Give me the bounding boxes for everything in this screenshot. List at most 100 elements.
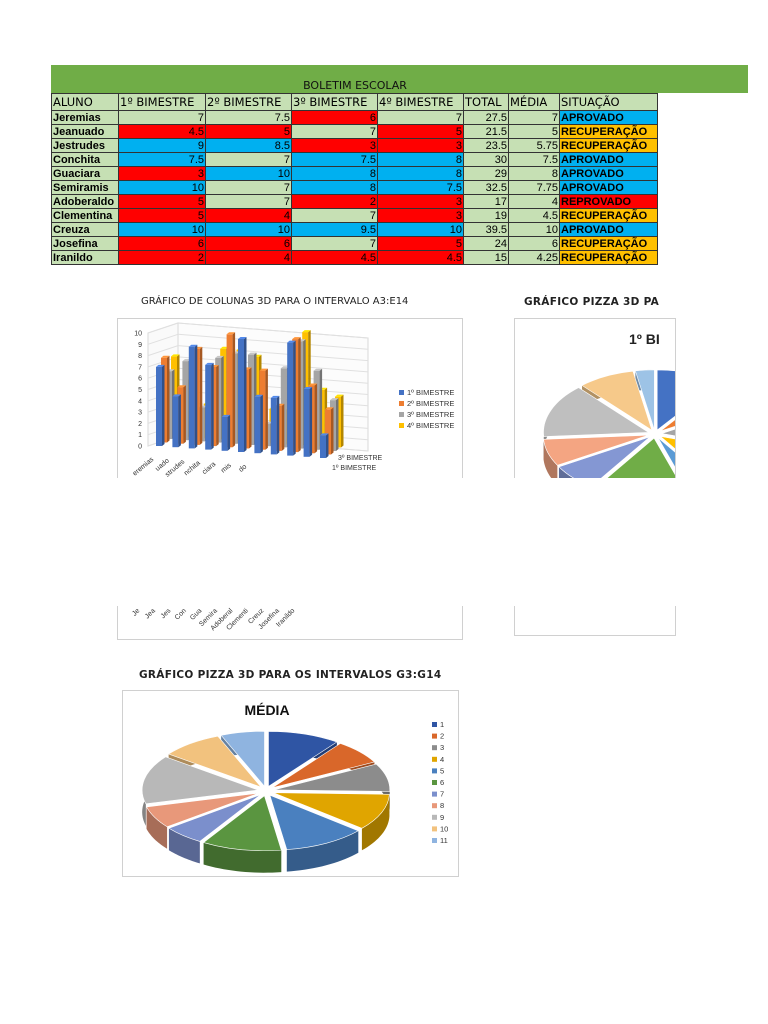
column-header[interactable]: TOTAL	[463, 93, 509, 111]
student-name-cell[interactable]: Clementina	[51, 208, 119, 223]
situacao-cell[interactable]: RECUPERAÇÃO	[559, 138, 658, 153]
student-name-cell[interactable]: Josefina	[51, 236, 119, 251]
situacao-cell[interactable]: APROVADO	[559, 166, 658, 181]
student-name-cell[interactable]: Jeanuado	[51, 124, 119, 139]
grade-cell[interactable]: 7	[377, 110, 464, 125]
grade-cell[interactable]: 10	[118, 180, 206, 195]
media-cell[interactable]: 10	[508, 222, 560, 237]
grade-cell[interactable]: 10	[205, 166, 292, 181]
total-cell[interactable]: 27.5	[463, 110, 509, 125]
grade-cell[interactable]: 8.5	[205, 138, 292, 153]
grade-cell[interactable]: 9	[118, 138, 206, 153]
column-header[interactable]: MÉDIA	[508, 93, 560, 111]
student-name-cell[interactable]: Guaciara	[51, 166, 119, 181]
student-name-cell[interactable]: Creuza	[51, 222, 119, 237]
column-header[interactable]: ALUNO	[51, 93, 119, 111]
total-cell[interactable]: 15	[463, 250, 509, 265]
grade-cell[interactable]: 3	[118, 166, 206, 181]
grade-cell[interactable]: 6	[205, 236, 292, 251]
media-cell[interactable]: 7.5	[508, 152, 560, 167]
situacao-cell[interactable]: APROVADO	[559, 152, 658, 167]
column-header[interactable]: 3º BIMESTRE	[291, 93, 378, 111]
grade-cell[interactable]: 3	[377, 138, 464, 153]
grade-cell[interactable]: 5	[118, 194, 206, 209]
column-header[interactable]: 2º BIMESTRE	[205, 93, 292, 111]
grade-cell[interactable]: 6	[118, 236, 206, 251]
grade-cell[interactable]: 4.5	[291, 250, 378, 265]
situacao-cell[interactable]: REPROVADO	[559, 194, 658, 209]
grade-cell[interactable]: 6	[291, 110, 378, 125]
total-cell[interactable]: 17	[463, 194, 509, 209]
total-cell[interactable]: 23.5	[463, 138, 509, 153]
situacao-cell[interactable]: RECUPERAÇÃO	[559, 124, 658, 139]
grade-cell[interactable]: 10	[205, 222, 292, 237]
grade-cell[interactable]: 2	[118, 250, 206, 265]
total-cell[interactable]: 32.5	[463, 180, 509, 195]
grade-cell[interactable]: 10	[118, 222, 206, 237]
column-header[interactable]: 4º BIMESTRE	[377, 93, 464, 111]
grade-cell[interactable]: 7	[205, 152, 292, 167]
bar-side	[336, 398, 339, 451]
situacao-cell[interactable]: APROVADO	[559, 110, 658, 125]
grade-cell[interactable]: 5	[205, 124, 292, 139]
media-cell[interactable]: 5	[508, 124, 560, 139]
total-cell[interactable]: 30	[463, 152, 509, 167]
grade-cell[interactable]: 5	[377, 236, 464, 251]
grade-cell[interactable]: 5	[377, 124, 464, 139]
grade-cell[interactable]: 7	[205, 194, 292, 209]
media-cell[interactable]: 7.75	[508, 180, 560, 195]
student-name-cell[interactable]: Conchita	[51, 152, 119, 167]
total-cell[interactable]: 19	[463, 208, 509, 223]
student-name-cell[interactable]: Adoberaldo	[51, 194, 119, 209]
grade-cell[interactable]: 7	[205, 180, 292, 195]
media-cell[interactable]: 5.75	[508, 138, 560, 153]
grade-cell[interactable]: 4	[205, 208, 292, 223]
media-cell[interactable]: 4	[508, 194, 560, 209]
total-cell[interactable]: 24	[463, 236, 509, 251]
grade-cell[interactable]: 10	[377, 222, 464, 237]
media-cell[interactable]: 6	[508, 236, 560, 251]
grade-cell[interactable]: 3	[291, 138, 378, 153]
situacao-cell[interactable]: RECUPERAÇÃO	[559, 236, 658, 251]
grade-cell[interactable]: 7	[291, 124, 378, 139]
student-name-cell[interactable]: Semiramis	[51, 180, 119, 195]
media-cell[interactable]: 4.5	[508, 208, 560, 223]
media-cell[interactable]: 8	[508, 166, 560, 181]
grade-cell[interactable]: 8	[291, 166, 378, 181]
student-name-cell[interactable]: Jestrudes	[51, 138, 119, 153]
situacao-cell[interactable]: APROVADO	[559, 222, 658, 237]
grade-cell[interactable]: 7	[118, 110, 206, 125]
student-name-cell[interactable]: Iranildo	[51, 250, 119, 265]
situacao-cell[interactable]: RECUPERAÇÃO	[559, 208, 658, 223]
grade-cell[interactable]: 3	[377, 194, 464, 209]
grade-cell[interactable]: 7.5	[118, 152, 206, 167]
pie2-slice-side	[361, 794, 390, 851]
grade-cell[interactable]: 8	[377, 152, 464, 167]
column-header[interactable]: 1º BIMESTRE	[118, 93, 206, 111]
grade-cell[interactable]: 2	[291, 194, 378, 209]
grade-cell[interactable]: 4.5	[118, 124, 206, 139]
total-cell[interactable]: 39.5	[463, 222, 509, 237]
grade-cell[interactable]: 7.5	[377, 180, 464, 195]
column-header[interactable]: SITUAÇÃO	[559, 93, 658, 111]
grade-cell[interactable]: 7	[291, 236, 378, 251]
situacao-cell[interactable]: RECUPERAÇÃO	[559, 250, 658, 265]
student-name-cell[interactable]: Jeremias	[51, 110, 119, 125]
grade-cell[interactable]: 8	[291, 180, 378, 195]
grade-cell[interactable]: 7	[291, 208, 378, 223]
grade-cell[interactable]: 4	[205, 250, 292, 265]
total-cell[interactable]: 29	[463, 166, 509, 181]
grade-cell[interactable]: 3	[377, 208, 464, 223]
bar-top	[161, 355, 170, 358]
grade-cell[interactable]: 7.5	[205, 110, 292, 125]
bar-top	[308, 383, 318, 386]
grade-cell[interactable]: 9.5	[291, 222, 378, 237]
grade-cell[interactable]: 8	[377, 166, 464, 181]
grade-cell[interactable]: 5	[118, 208, 206, 223]
media-cell[interactable]: 7	[508, 110, 560, 125]
media-cell[interactable]: 4.25	[508, 250, 560, 265]
total-cell[interactable]: 21.5	[463, 124, 509, 139]
grade-cell[interactable]: 4.5	[377, 250, 464, 265]
grade-cell[interactable]: 7.5	[291, 152, 378, 167]
situacao-cell[interactable]: APROVADO	[559, 180, 658, 195]
